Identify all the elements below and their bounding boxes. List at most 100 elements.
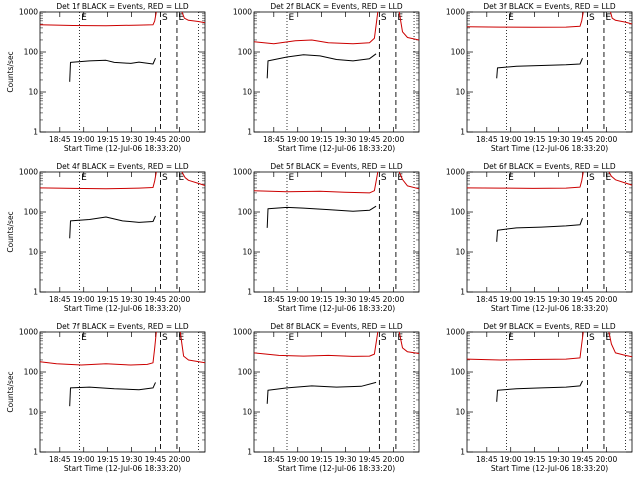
- y-tick-label: 1: [460, 448, 465, 457]
- marker-label-1: E: [508, 173, 514, 183]
- y-tick-label: 10: [242, 248, 252, 257]
- marker-label-2: S: [162, 173, 168, 183]
- x-tick-label: 19:30: [335, 295, 357, 304]
- x-tick-label: 19:15: [524, 455, 546, 464]
- series-lld-1: [253, 11, 379, 45]
- series-lld-1: [466, 331, 584, 361]
- series-events-2: [496, 218, 583, 242]
- y-tick-label: 1: [33, 288, 38, 297]
- series-lld-1: [253, 171, 379, 194]
- y-tick-label: 10: [28, 408, 38, 417]
- panel-title: Det 8f BLACK = Events, RED = LLD: [270, 322, 403, 331]
- series-lld-1: [39, 11, 157, 27]
- series-lld-3: [179, 331, 206, 364]
- x-tick-label: 19:30: [121, 295, 143, 304]
- x-tick-label: 20:00: [169, 295, 191, 304]
- x-tick-label: 20:00: [383, 455, 405, 464]
- y-tick-label: 100: [238, 208, 253, 217]
- y-axis-label: Counts/sec: [6, 211, 15, 252]
- panel-1: Det 1f BLACK = Events, RED = LLD 1 10 100 10…: [6, 2, 206, 153]
- x-tick-label: 19:30: [548, 295, 570, 304]
- x-tick-label: 20:00: [169, 135, 191, 144]
- x-tick-label: 19:45: [572, 135, 594, 144]
- x-tick-label: 19:15: [524, 295, 546, 304]
- marker-label-2: S: [589, 13, 595, 23]
- marker-label-1: E: [289, 333, 295, 343]
- series-lld-3: [608, 171, 633, 186]
- x-tick-label: 20:00: [169, 455, 191, 464]
- x-tick-label: 19:15: [97, 295, 119, 304]
- plot-frame: [39, 331, 206, 453]
- x-tick-label: 19:30: [335, 455, 357, 464]
- series-events-2: [69, 215, 156, 239]
- y-tick-label: 100: [451, 208, 466, 217]
- marker-label-3: E: [178, 173, 184, 183]
- plot-frame: [466, 171, 633, 293]
- y-tick-label: 1: [33, 128, 38, 137]
- x-tick-label: 19:45: [359, 295, 381, 304]
- x-tick-label: 18:45: [476, 135, 498, 144]
- x-axis-label: Start Time (12-Jul-06 18:33:20): [278, 304, 395, 313]
- x-tick-label: 19:30: [548, 135, 570, 144]
- y-tick-label: 1000: [233, 8, 252, 17]
- marker-label-2: S: [381, 333, 387, 343]
- series-lld-3: [398, 171, 420, 190]
- plot-frame: [39, 11, 206, 133]
- x-tick-label: 19:45: [145, 455, 167, 464]
- y-axis-label: Counts/sec: [6, 51, 15, 92]
- y-tick-label: 10: [455, 248, 465, 257]
- plot-frame: [39, 171, 206, 293]
- series-events-2: [266, 381, 377, 404]
- x-tick-label: 18:45: [49, 455, 71, 464]
- y-tick-label: 1000: [233, 168, 252, 177]
- x-tick-label: 18:45: [263, 295, 285, 304]
- y-tick-label: 1: [247, 288, 252, 297]
- series-events-2: [69, 58, 156, 82]
- x-tick-label: 20:00: [596, 295, 618, 304]
- x-axis-label: Start Time (12-Jul-06 18:33:20): [64, 304, 181, 313]
- series-lld-1: [39, 171, 157, 190]
- series-lld-3: [608, 331, 633, 358]
- y-tick-label: 100: [24, 208, 39, 217]
- x-tick-label: 19:30: [121, 455, 143, 464]
- series-lld-1: [466, 171, 584, 189]
- series-events-2: [266, 205, 377, 228]
- y-tick-label: 1: [33, 448, 38, 457]
- y-tick-label: 1: [460, 288, 465, 297]
- x-tick-label: 19:15: [311, 295, 333, 304]
- x-tick-label: 18:45: [263, 455, 285, 464]
- x-tick-label: 19:45: [145, 295, 167, 304]
- marker-label-2: S: [381, 13, 387, 23]
- x-tick-label: 19:00: [287, 455, 309, 464]
- marker-label-2: S: [162, 333, 168, 343]
- series-events-2: [266, 53, 377, 79]
- panel-title: Det 5f BLACK = Events, RED = LLD: [270, 162, 403, 171]
- y-tick-label: 1000: [446, 328, 465, 337]
- x-tick-label: 19:45: [145, 135, 167, 144]
- series-lld-1: [253, 331, 379, 357]
- series-lld-1: [466, 11, 584, 28]
- panel-title: Det 6f BLACK = Events, RED = LLD: [483, 162, 616, 171]
- y-tick-label: 100: [451, 368, 466, 377]
- panel-title: Det 9f BLACK = Events, RED = LLD: [483, 322, 616, 331]
- series-lld-3: [398, 11, 420, 41]
- series-lld-3: [398, 331, 420, 354]
- marker-label-3: E: [605, 13, 611, 23]
- x-tick-label: 19:00: [500, 135, 522, 144]
- x-tick-label: 20:00: [383, 295, 405, 304]
- x-tick-label: 19:15: [97, 455, 119, 464]
- x-tick-label: 19:30: [548, 455, 570, 464]
- x-tick-label: 20:00: [596, 455, 618, 464]
- panel-title: Det 3f BLACK = Events, RED = LLD: [483, 2, 616, 11]
- x-tick-label: 19:15: [97, 135, 119, 144]
- y-tick-label: 10: [28, 248, 38, 257]
- series-lld-3: [181, 11, 206, 24]
- y-tick-label: 1000: [19, 8, 38, 17]
- y-tick-label: 1000: [233, 328, 252, 337]
- x-tick-label: 19:15: [524, 135, 546, 144]
- y-tick-label: 100: [238, 368, 253, 377]
- y-tick-label: 10: [455, 88, 465, 97]
- x-tick-label: 19:00: [287, 295, 309, 304]
- x-tick-label: 19:30: [335, 135, 357, 144]
